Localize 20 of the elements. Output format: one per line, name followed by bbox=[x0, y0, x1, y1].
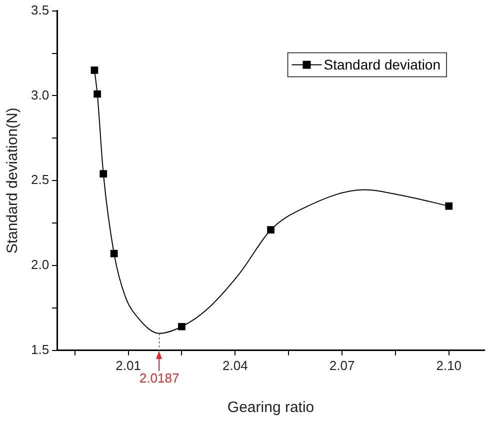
x-axis-title: Gearing ratio bbox=[227, 399, 314, 416]
point bbox=[100, 170, 108, 178]
point bbox=[178, 322, 186, 330]
point bbox=[110, 250, 118, 258]
point bbox=[445, 202, 453, 210]
x-tick-label: 2.07 bbox=[329, 358, 355, 373]
y-tick-label: 3.5 bbox=[30, 2, 50, 18]
y-tick-label: 2.5 bbox=[30, 172, 50, 188]
y-axis-title: Standard deviation(N) bbox=[4, 108, 22, 254]
x-tick-label: 2.10 bbox=[436, 358, 462, 373]
annotation: 2.0187 bbox=[139, 370, 180, 386]
y-tick-label: 2.0 bbox=[30, 257, 50, 272]
x-tick-label: 2.01 bbox=[116, 358, 141, 373]
y-tick-label: 1.5 bbox=[30, 342, 50, 357]
point bbox=[90, 66, 98, 74]
legend-label: Standard deviation bbox=[324, 56, 441, 73]
point bbox=[267, 226, 274, 234]
y-tick-label: 3.0 bbox=[30, 87, 50, 102]
x-tick-label: 2.04 bbox=[222, 358, 248, 373]
point bbox=[94, 90, 102, 98]
